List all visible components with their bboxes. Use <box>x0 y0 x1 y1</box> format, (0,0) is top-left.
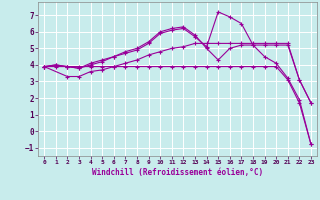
X-axis label: Windchill (Refroidissement éolien,°C): Windchill (Refroidissement éolien,°C) <box>92 168 263 177</box>
